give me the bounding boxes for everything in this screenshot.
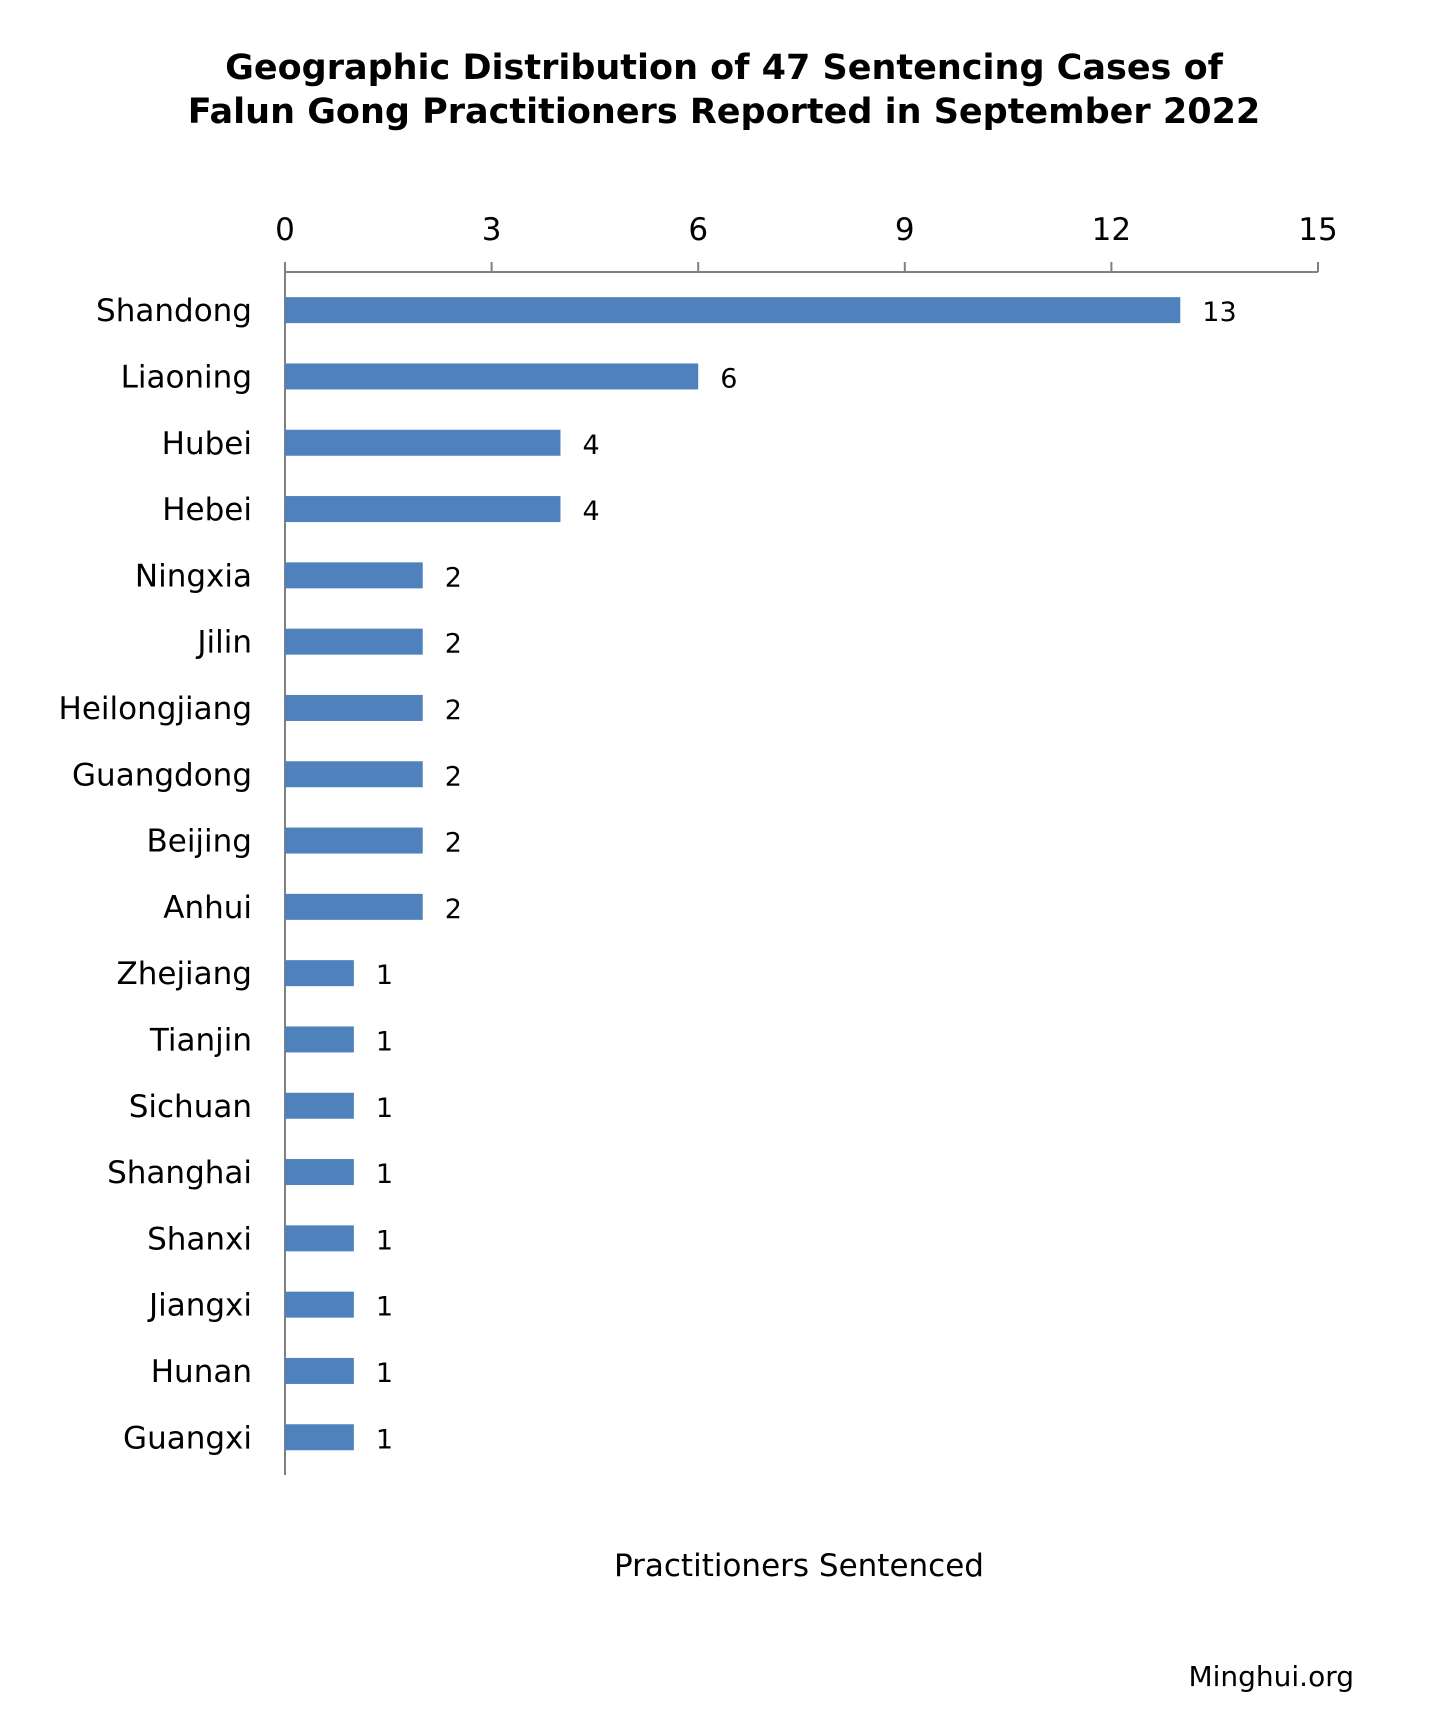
category-label: Zhejiang bbox=[116, 956, 252, 992]
category-label: Heilongjiang bbox=[59, 691, 252, 727]
bar bbox=[285, 827, 423, 854]
data-label: 1 bbox=[376, 1424, 393, 1455]
x-tick-label: 0 bbox=[275, 212, 295, 248]
bar bbox=[285, 1225, 354, 1252]
bar bbox=[285, 363, 699, 390]
category-label: Guangxi bbox=[123, 1420, 252, 1456]
data-label: 2 bbox=[445, 629, 462, 660]
bar bbox=[285, 1026, 354, 1053]
x-tick-label: 12 bbox=[1092, 212, 1131, 248]
category-label: Anhui bbox=[163, 890, 252, 926]
bar bbox=[285, 1092, 354, 1119]
category-label: Beijing bbox=[146, 824, 252, 860]
data-label: 1 bbox=[376, 1159, 393, 1190]
category-label: Ningxia bbox=[135, 558, 252, 594]
data-label: 1 bbox=[376, 1026, 393, 1057]
x-tick-label: 15 bbox=[1298, 212, 1337, 248]
category-label: Tianjin bbox=[149, 1022, 252, 1058]
category-label: Liaoning bbox=[121, 359, 252, 395]
data-label: 2 bbox=[445, 761, 462, 792]
bar bbox=[285, 960, 354, 987]
bar bbox=[285, 893, 423, 920]
category-label: Hebei bbox=[162, 492, 252, 528]
category-label: Jilin bbox=[195, 625, 252, 661]
chart-title-line-2: Falun Gong Practitioners Reported in Sep… bbox=[187, 92, 1261, 132]
data-label: 2 bbox=[445, 695, 462, 726]
data-label: 1 bbox=[376, 1358, 393, 1389]
data-label: 1 bbox=[376, 960, 393, 991]
bar bbox=[285, 1357, 354, 1384]
bar bbox=[285, 496, 561, 523]
bar bbox=[285, 761, 423, 788]
data-label: 1 bbox=[376, 1093, 393, 1124]
bar bbox=[285, 628, 423, 655]
data-label: 1 bbox=[376, 1225, 393, 1256]
category-label: Shanxi bbox=[147, 1221, 252, 1257]
bar bbox=[285, 694, 423, 721]
category-label: Guangdong bbox=[72, 757, 252, 793]
data-label: 4 bbox=[582, 430, 599, 461]
x-axis-label: Practitioners Sentenced bbox=[614, 1548, 984, 1584]
bar bbox=[285, 562, 423, 589]
bar bbox=[285, 1159, 354, 1186]
bar bbox=[285, 1424, 354, 1451]
x-tick-label: 3 bbox=[482, 212, 502, 248]
category-label: Sichuan bbox=[129, 1089, 252, 1125]
chart-title: Geographic Distribution of 47 Sentencing… bbox=[0, 46, 1448, 134]
bar bbox=[285, 1291, 354, 1318]
category-label: Hubei bbox=[162, 426, 252, 462]
bar bbox=[285, 297, 1181, 324]
data-label: 2 bbox=[445, 562, 462, 593]
category-label: Shandong bbox=[96, 293, 252, 329]
x-tick-label: 6 bbox=[688, 212, 708, 248]
data-label: 2 bbox=[445, 828, 462, 859]
source-credit: Minghui.org bbox=[1188, 1660, 1354, 1693]
data-label: 4 bbox=[582, 496, 599, 527]
category-label: Jiangxi bbox=[147, 1288, 252, 1324]
bar bbox=[285, 429, 561, 456]
category-label: Shanghai bbox=[107, 1155, 252, 1191]
x-tick-label: 9 bbox=[895, 212, 915, 248]
data-label: 1 bbox=[376, 1292, 393, 1323]
data-label: 6 bbox=[720, 363, 737, 394]
chart-title-line-1: Geographic Distribution of 47 Sentencing… bbox=[225, 48, 1223, 88]
category-label: Hunan bbox=[151, 1354, 252, 1390]
data-label: 2 bbox=[445, 894, 462, 925]
data-label: 13 bbox=[1202, 297, 1236, 328]
